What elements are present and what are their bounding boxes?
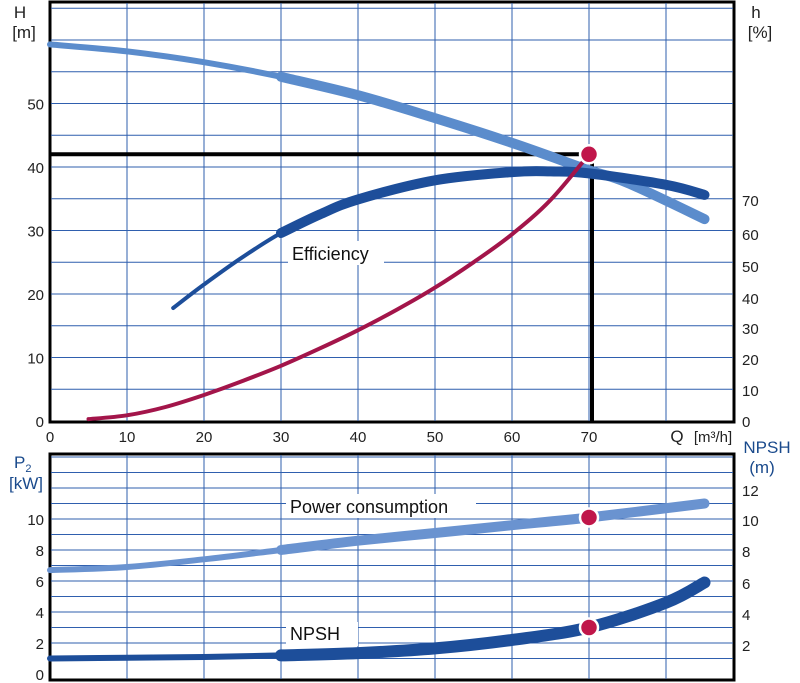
- x-tick-label: 20: [196, 429, 213, 446]
- p2-tick-label: 2: [36, 636, 44, 653]
- efficiency-tick-label: 60: [742, 227, 759, 244]
- bottom-left-axis-label: P2: [14, 453, 31, 475]
- efficiency-tick-label: 0: [742, 414, 750, 431]
- p2-tick-label: 10: [27, 512, 44, 529]
- top-left-axis-unit: [m]: [12, 23, 36, 42]
- x-tick-label: 70: [581, 429, 598, 446]
- p2-tick-label: 0: [36, 667, 44, 683]
- efficiency-tick-label: 50: [742, 259, 759, 276]
- efficiency-tick-label: 40: [742, 291, 759, 308]
- top-right-axis-label: h: [751, 3, 760, 22]
- bottom-left-axis-label-main: P: [14, 453, 25, 472]
- h-tick-label: 10: [27, 351, 44, 368]
- h-tick-label: 40: [27, 160, 44, 177]
- npsh-tick-label: 2: [742, 638, 750, 655]
- npsh-operating-range: [275, 576, 711, 662]
- efficiency-series-label: Efficiency: [292, 244, 369, 264]
- efficiency-operating-range: [276, 166, 710, 238]
- x-tick-label: 40: [350, 429, 367, 446]
- x-tick-label: 60: [504, 429, 521, 446]
- h-tick-label: 0: [36, 414, 44, 431]
- x-tick-label: 10: [119, 429, 136, 446]
- h-tick-label: 50: [27, 97, 44, 114]
- npsh-label-bg: [286, 622, 358, 646]
- bottom-left-axis-label-sub: 2: [25, 463, 31, 475]
- h-tick-label: 20: [27, 287, 44, 304]
- p2-tick-label: 6: [36, 574, 44, 591]
- efficiency-tick-label: 30: [742, 321, 759, 338]
- p2-tick-label: 4: [36, 605, 44, 622]
- bottom-right-axis-unit: (m): [749, 458, 774, 477]
- x-axis-label-q: Q: [670, 427, 683, 446]
- h-tick-label: 30: [27, 224, 44, 241]
- npsh-tick-label: 12: [742, 483, 759, 500]
- top-panel-frame: [48, 0, 736, 424]
- head-operating-range: [276, 71, 710, 225]
- power-consumption-operating-range: [276, 498, 710, 555]
- npsh-tick-label: 4: [742, 607, 750, 624]
- power-series-label: Power consumption: [290, 497, 448, 517]
- bottom-duty-point-marker: [578, 507, 600, 528]
- x-axis-label-unit: [m³/h]: [694, 429, 732, 446]
- top-right-axis-unit: [%]: [748, 23, 773, 42]
- operating-point-path-curve: [86, 152, 591, 422]
- x-tick-label: 50: [427, 429, 444, 446]
- x-tick-label: 0: [46, 429, 54, 446]
- npsh-series-label: NPSH: [290, 624, 340, 644]
- duty-point-marker: [578, 144, 600, 165]
- npsh-tick-label: 10: [742, 513, 759, 530]
- p2-tick-label: 8: [36, 543, 44, 560]
- npsh-tick-label: 6: [742, 576, 750, 593]
- efficiency-tick-label: 10: [742, 383, 759, 400]
- bottom-right-axis-label: NPSH: [743, 438, 790, 457]
- efficiency-label-bg: [288, 241, 384, 265]
- bottom-duty-point-marker: [578, 617, 600, 638]
- top-left-axis-label: H: [14, 3, 26, 22]
- efficiency-tick-label: 20: [742, 352, 759, 369]
- bottom-left-axis-unit: [kW]: [9, 474, 43, 493]
- efficiency-tick-label: 70: [742, 193, 759, 210]
- bottom-panel-frame: [48, 452, 736, 682]
- power-label-bg: [286, 494, 476, 518]
- x-tick-label: 30: [273, 429, 290, 446]
- npsh-tick-label: 8: [742, 544, 750, 561]
